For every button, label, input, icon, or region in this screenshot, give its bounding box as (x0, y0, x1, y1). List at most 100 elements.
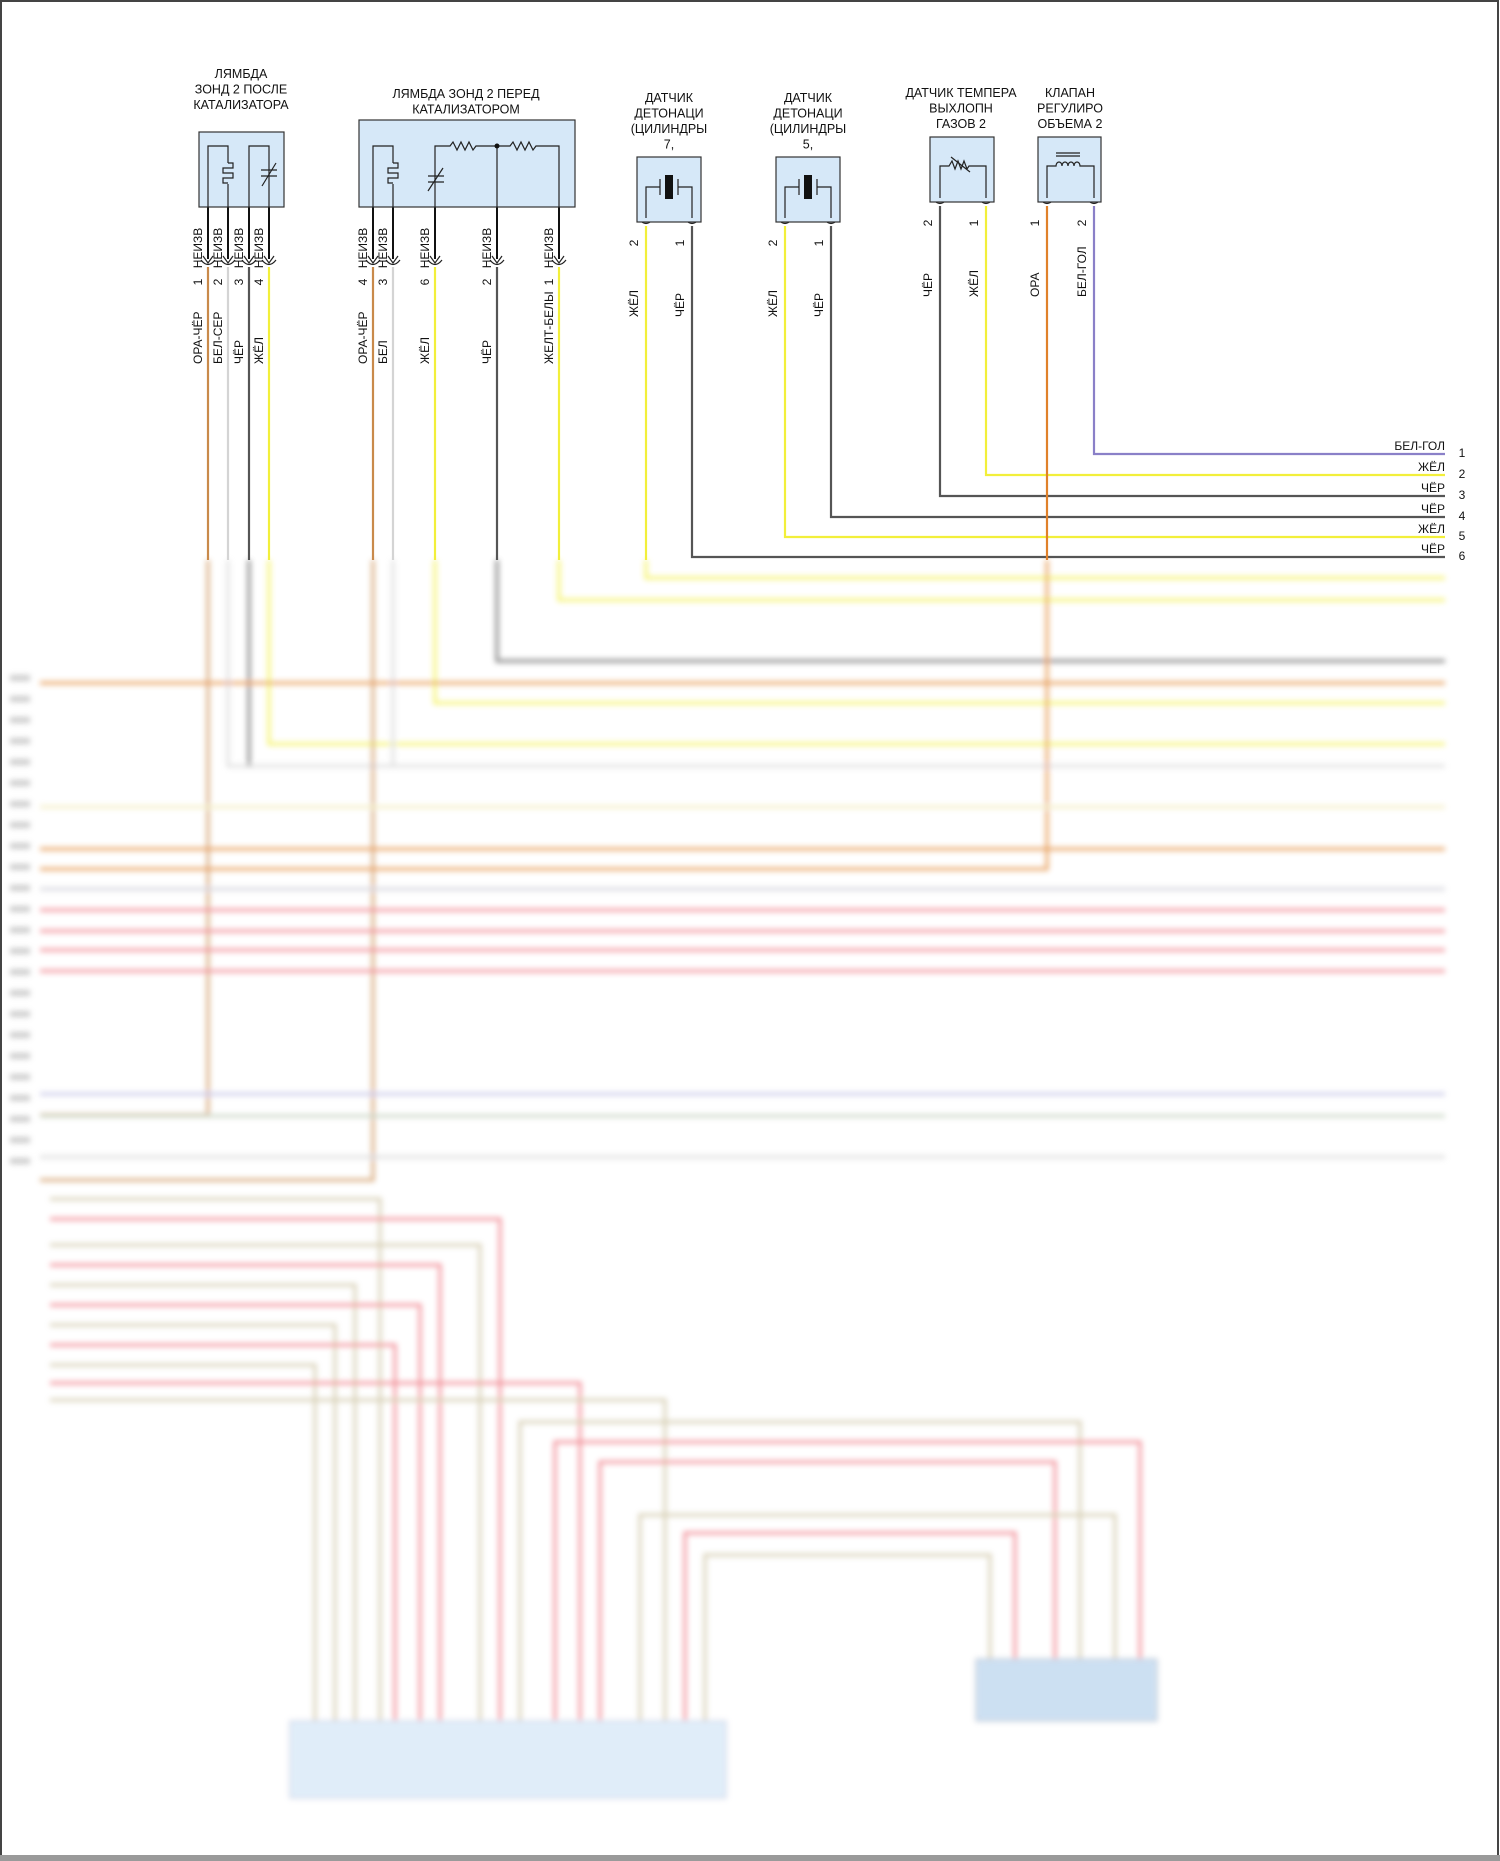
pin-number: 2 (627, 239, 641, 246)
component-title: ДЕТОНАЦИ (773, 107, 842, 121)
blurred-pin-label (10, 822, 30, 828)
blurred-pin-label (10, 717, 30, 723)
right-connector-labels: БЕЛ-ГОЛ 1 ЖЁЛ 2 ЧЁР 3 ЧЁР 4 ЖЁЛ 5 ЧЁР 6 (1394, 439, 1465, 563)
blurred-wire (638, 1513, 1117, 1721)
wire (938, 206, 1445, 498)
blurred-wire (50, 1217, 502, 1721)
component-title: КАТАЛИЗАТОРА (193, 98, 289, 112)
connector-terminal-symbol (241, 255, 257, 266)
blurred-wire (433, 560, 1445, 705)
blurred-wire (518, 1420, 1082, 1721)
blurred-wire (50, 1398, 667, 1721)
wire-color-label: ЧЁР (1421, 481, 1445, 495)
blurred-wire (557, 560, 1445, 602)
connector-label: НЕИЗВ (356, 228, 370, 269)
blurred-pin-label (10, 1032, 30, 1038)
knock-sensor-7-box (636, 156, 702, 223)
pin-number: 2 (211, 278, 225, 285)
blurred-wire (553, 1440, 1142, 1721)
wire-color-label: БЕЛ-ГОЛ (1394, 439, 1445, 453)
volume-control-valve-2-box (1037, 136, 1102, 203)
wire-color-label: ЧЁР (921, 273, 935, 297)
component-title: ВЫХЛОПН (929, 102, 993, 116)
blurred-wire (267, 560, 1445, 746)
blurred-lower-diagram (10, 560, 1445, 1799)
blurred-pin-label (10, 1116, 30, 1122)
wire-color-label: БЕЛ-СЕР (211, 312, 225, 364)
blurred-wire (50, 1263, 442, 1721)
blurred-pin-label (10, 1011, 30, 1017)
wire (829, 226, 1445, 519)
component-title: 5, (803, 138, 813, 152)
wire-color-label: ОРА-ЧЁР (191, 311, 205, 364)
connector-terminal-symbol (551, 255, 567, 266)
wire-color-label: ЖЁЛ (252, 337, 266, 364)
connector-terminal-symbol (220, 255, 236, 266)
wire-color-label: ОРА-ЧЁР (356, 311, 370, 364)
connector-terminal-symbol (427, 255, 443, 266)
blurred-pin-label (10, 1137, 30, 1143)
wire-color-label: ОРА (1028, 272, 1042, 297)
blurred-pin-label (10, 885, 30, 891)
blurred-wire (683, 1531, 1017, 1721)
component-title: ЛЯМБДА ЗОНД 2 ПЕРЕД (392, 87, 540, 101)
blurred-wire (50, 1303, 422, 1721)
component-title: ОБЪЕМА 2 (1038, 117, 1103, 131)
pin-number: 1 (542, 278, 556, 285)
wire (783, 226, 1445, 539)
heater-symbol (207, 145, 229, 207)
connector-terminal-symbol (261, 255, 277, 266)
pin-number: 1 (191, 278, 205, 285)
connector-label: НЕИЗВ (418, 228, 432, 269)
pin-labels: НЕИЗВ 1 ОРА-ЧЁР НЕИЗВ 2 БЕЛ-СЕР НЕИЗВ 3 ЧЁР НЕИЗВ… (191, 219, 1089, 364)
component-title: ЛЯМБДА (215, 67, 268, 81)
wire-color-label: ЧЁР (673, 293, 687, 317)
blurred-pin-label (10, 801, 30, 807)
connector-label: НЕИЗВ (211, 228, 225, 269)
connector-terminal-symbol (365, 255, 381, 266)
blurred-wire (40, 560, 375, 1182)
blurred-wire (40, 560, 1049, 871)
blurred-pin-label (10, 1158, 30, 1164)
blurred-pin-label (10, 1074, 30, 1080)
injector-connectors-box (975, 1658, 1158, 1722)
blurred-pin-label (10, 927, 30, 933)
pin-number: 2 (1459, 467, 1466, 481)
wire-color-label: БЕЛ (376, 340, 390, 364)
wire (984, 206, 1445, 477)
blurred-pin-label (10, 1053, 30, 1059)
blurred-wire (50, 1197, 382, 1721)
blurred-pin-label (10, 780, 30, 786)
component-title: (ЦИЛИНДРЫ (631, 122, 707, 136)
knock-sensor-5-box (775, 156, 841, 223)
blurred-wire (644, 560, 1445, 580)
blurred-pin-label (10, 759, 30, 765)
component-title: КАТАЛИЗАТОРОМ (412, 103, 520, 117)
pin-number: 1 (673, 239, 687, 246)
wire-color-label: ЖЁЛ (766, 290, 780, 317)
component-title: ДАТЧИК (645, 91, 694, 105)
pin-number: 2 (480, 278, 494, 285)
component-title: ДАТЧИК (784, 91, 833, 105)
blurred-pin-label (10, 675, 30, 681)
wire-color-label: ЖЁЛ (627, 290, 641, 317)
connector-terminal-symbol (489, 255, 505, 266)
wire-color-label: ЖЁЛ (1418, 522, 1445, 536)
ecu-box (289, 1720, 727, 1799)
component-title: ДАТЧИК ТЕМПЕРА (905, 86, 1017, 100)
wire-color-label: ЖЁЛ (418, 337, 432, 364)
wire-color-label: ЖЁЛ (967, 270, 981, 297)
pin-number: 3 (376, 278, 390, 285)
blurred-wire (50, 1243, 482, 1721)
component-title: ДЕТОНАЦИ (634, 107, 703, 121)
pin-number: 2 (921, 219, 935, 226)
component-title: (ЦИЛИНДРЫ (770, 122, 846, 136)
blurred-wire (50, 1283, 357, 1721)
connector-label: НЕИЗВ (376, 228, 390, 269)
blurred-pin-label (10, 990, 30, 996)
wire (690, 226, 1445, 559)
connector-label: НЕИЗВ (542, 228, 556, 269)
component-title: РЕГУЛИРО (1037, 102, 1103, 116)
